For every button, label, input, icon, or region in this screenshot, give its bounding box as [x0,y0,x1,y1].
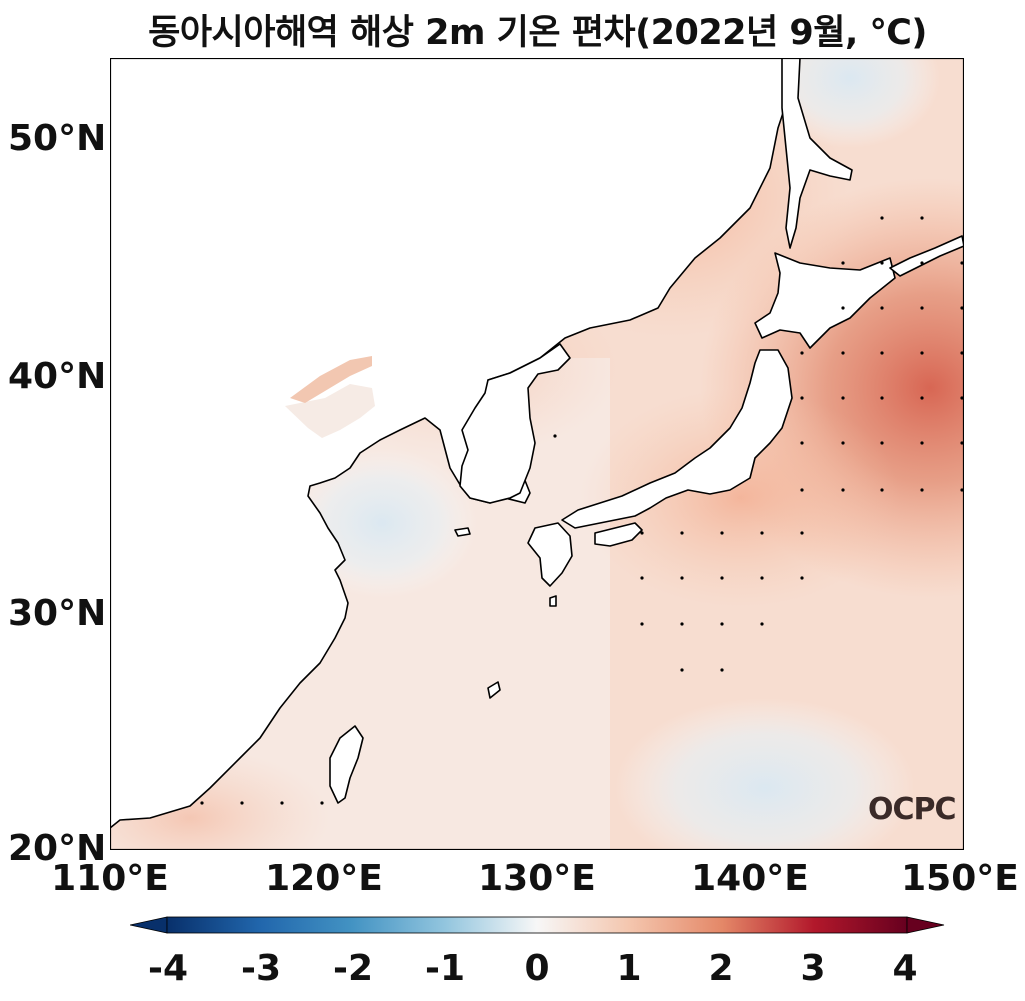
map-border [110,58,964,850]
lat-label-50n: 50°N [8,118,107,159]
colorbar-svg [129,916,945,934]
land-hokkaido [754,252,896,349]
land-taiwan [329,725,364,804]
colorbar-tick: 2 [708,948,734,989]
land-jeju [454,527,471,537]
land-liaodong-bay-fill [285,384,375,438]
colorbar-tick: -1 [425,948,465,989]
land-honshu [561,349,793,529]
lon-label-120e: 120°E [265,858,383,899]
lat-label-20n: 20°N [8,828,107,869]
lat-label-40n: 40°N [8,356,107,397]
warm-anomaly-south-japan [580,388,900,608]
colorbar-tick: -3 [241,948,281,989]
significance-dots [200,216,964,805]
lon-label-110e: 110°E [51,858,169,899]
land-bohai-fill [290,356,372,403]
land-asia-mainland [110,58,791,829]
colorbar-gradient [166,916,908,934]
lon-label-150e: 150°E [901,858,1019,899]
colorbar-extend-max [906,916,945,934]
colorbar-tick: 4 [892,948,918,989]
land-okinawa [487,681,501,699]
anomaly-map [110,58,964,850]
land-tanegashima [549,595,557,607]
colorbar [129,916,945,950]
colorbar-tick: -4 [148,948,188,989]
colorbar-tick: 3 [800,948,826,989]
map-title: 동아시아해역 해상 2m 기온 편차(2022년 9월, ℃) [148,13,927,53]
colorbar-tick: 0 [524,948,550,989]
land-kuril-islands [889,235,964,277]
lon-label-130e: 130°E [478,858,596,899]
land-sakhalin [781,58,853,249]
colorbar-tick: -2 [333,948,373,989]
colorbar-tick: 1 [616,948,642,989]
ocpc-logo: OCPC [868,792,957,827]
lon-label-140e: 140°E [691,858,809,899]
land-korea [459,343,571,504]
cool-anomaly-philippine-sea [615,698,915,850]
coastlines [110,58,964,829]
colorbar-extend-min [129,916,168,934]
land-kyushu [527,522,573,587]
map-panel [110,58,964,850]
land-shikoku [594,522,643,547]
lat-label-30n: 30°N [8,593,107,634]
